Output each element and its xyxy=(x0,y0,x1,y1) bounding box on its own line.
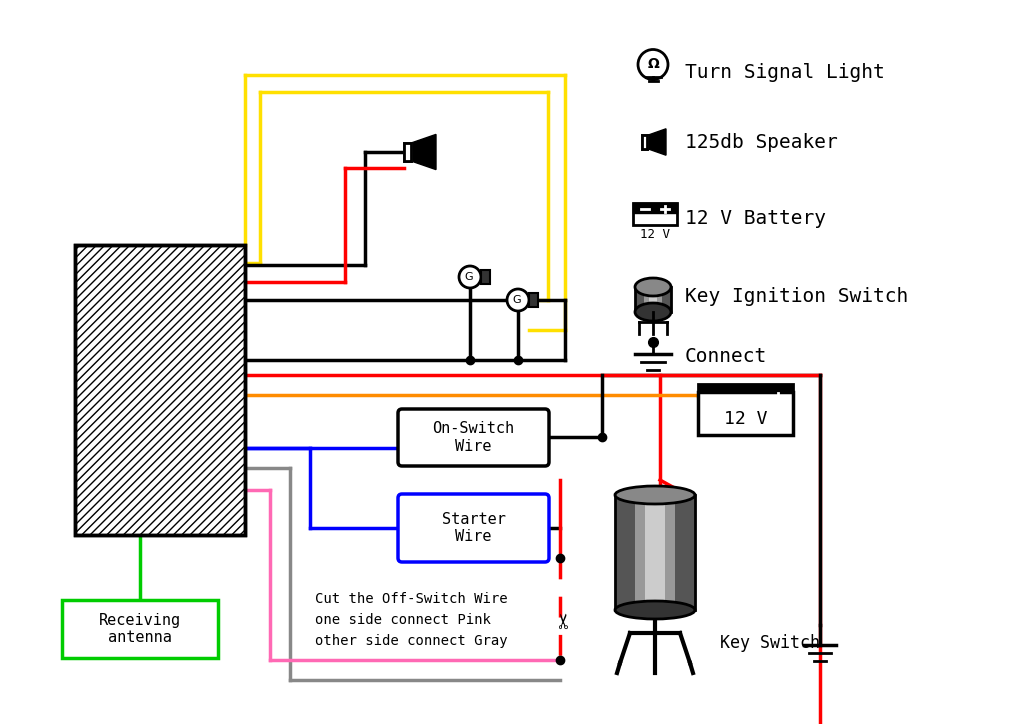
Bar xyxy=(698,392,793,435)
Ellipse shape xyxy=(635,278,671,296)
Polygon shape xyxy=(404,143,411,161)
Text: On-Switch
Wire: On-Switch Wire xyxy=(432,421,515,454)
Polygon shape xyxy=(411,135,436,169)
Bar xyxy=(635,287,671,312)
Bar xyxy=(75,245,245,535)
Bar xyxy=(633,203,677,213)
Text: 12 V: 12 V xyxy=(640,227,670,240)
Bar xyxy=(642,135,647,148)
Text: 12 V: 12 V xyxy=(724,410,767,427)
Bar xyxy=(615,495,695,610)
Text: Ω: Ω xyxy=(647,57,658,72)
Text: G: G xyxy=(465,272,473,282)
Text: G: G xyxy=(513,295,521,305)
FancyBboxPatch shape xyxy=(398,409,549,466)
Text: Turn Signal Light: Turn Signal Light xyxy=(685,62,885,82)
Bar xyxy=(75,245,245,535)
FancyBboxPatch shape xyxy=(398,494,549,562)
Text: 125db Speaker: 125db Speaker xyxy=(685,132,838,151)
Polygon shape xyxy=(642,135,647,148)
Text: Starter
Wire: Starter Wire xyxy=(441,512,506,544)
Bar xyxy=(404,143,411,161)
Circle shape xyxy=(507,289,529,311)
Text: Connect: Connect xyxy=(685,348,767,366)
Bar xyxy=(404,143,411,161)
Text: 12 V Battery: 12 V Battery xyxy=(685,209,826,229)
Ellipse shape xyxy=(615,601,695,619)
Bar xyxy=(642,135,647,148)
Bar xyxy=(481,270,489,284)
Ellipse shape xyxy=(635,303,671,321)
Bar xyxy=(615,495,695,610)
Text: Key Switch: Key Switch xyxy=(720,634,820,652)
Bar xyxy=(62,600,218,658)
Text: Key Ignition Switch: Key Ignition Switch xyxy=(685,287,908,306)
Bar xyxy=(529,293,538,306)
Text: Receiving
antenna: Receiving antenna xyxy=(99,613,181,645)
Circle shape xyxy=(459,266,481,288)
Bar xyxy=(645,495,665,610)
Text: Cut the Off-Switch Wire
one side connect Pink
other side connect Gray: Cut the Off-Switch Wire one side connect… xyxy=(315,592,508,647)
Circle shape xyxy=(638,49,668,80)
Text: ✂: ✂ xyxy=(555,611,575,628)
Polygon shape xyxy=(647,129,666,155)
Bar xyxy=(644,287,662,312)
Bar xyxy=(635,495,675,610)
Ellipse shape xyxy=(615,486,695,504)
Bar xyxy=(633,203,677,225)
Bar xyxy=(635,287,671,312)
Bar xyxy=(698,384,793,392)
Bar xyxy=(648,287,657,312)
